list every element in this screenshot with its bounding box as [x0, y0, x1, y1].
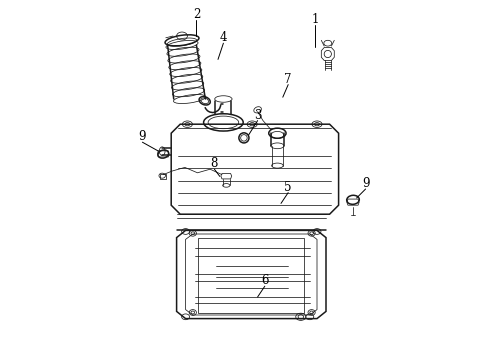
Text: 6: 6 — [261, 274, 269, 287]
Text: 9: 9 — [362, 177, 369, 190]
Text: 1: 1 — [312, 13, 319, 26]
Text: 4: 4 — [220, 31, 227, 44]
Text: 3: 3 — [254, 109, 261, 122]
Text: 5: 5 — [285, 181, 292, 194]
Text: 2: 2 — [193, 8, 200, 21]
Text: 7: 7 — [285, 73, 292, 86]
Bar — [160, 174, 166, 179]
Text: 9: 9 — [139, 130, 146, 143]
Text: 8: 8 — [211, 157, 218, 170]
